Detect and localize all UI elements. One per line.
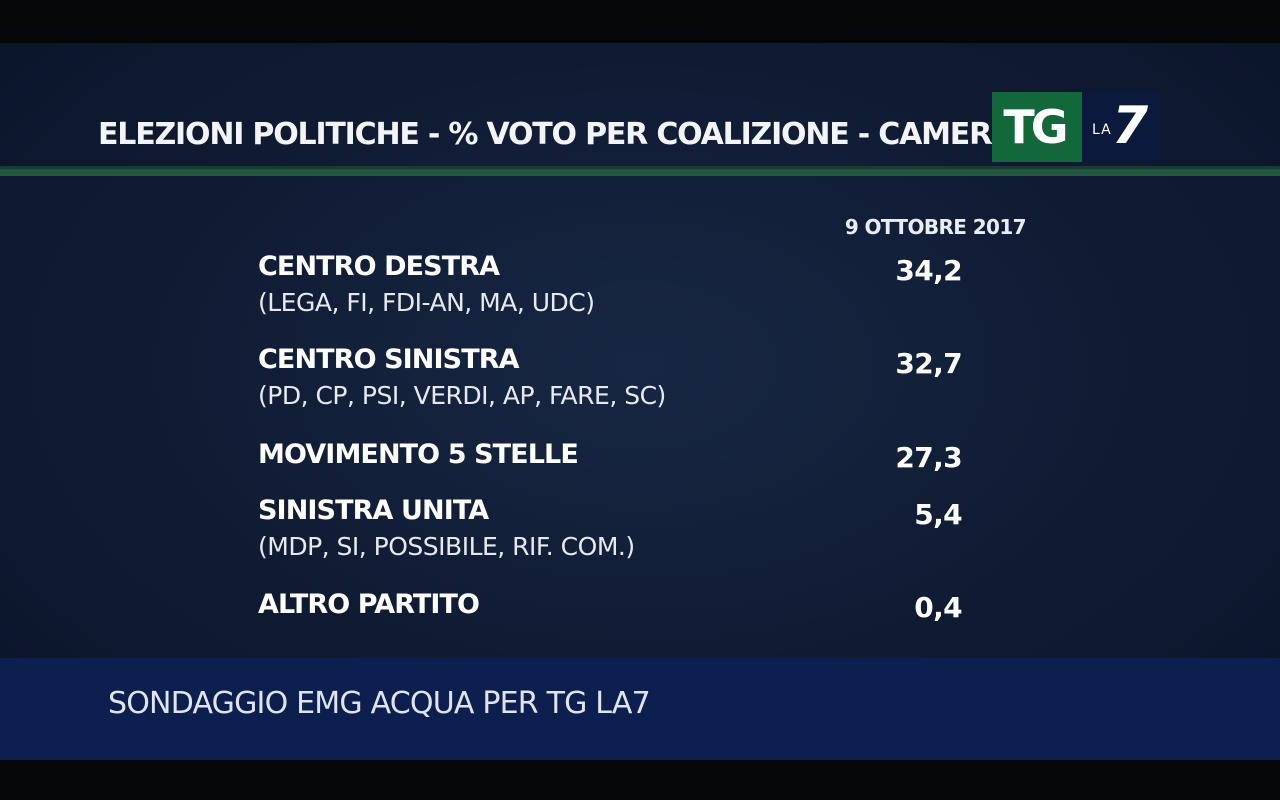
letterbox-bottom [0,760,1280,800]
row-label: CENTRO SINISTRA [258,344,520,375]
row-value: 32,7 [895,347,962,380]
row-parties: (MDP, SI, POSSIBILE, RIF. COM.) [258,532,635,561]
row-parties: (LEGA, FI, FDI-AN, MA, UDC) [258,288,595,317]
broadcast-graphic: ELEZIONI POLITICHE - % VOTO PER COALIZIO… [0,43,1280,760]
column-header-date: 9 OTTOBRE 2017 [844,215,1027,239]
source-note: SONDAGGIO EMG ACQUA PER TG LA7 [108,686,651,721]
row-label: SINISTRA UNITA [258,495,489,526]
row-value: 0,4 [914,591,962,624]
row-parties: (PD, CP, PSI, VERDI, AP, FARE, SC) [258,381,666,410]
letterbox-top [0,0,1280,43]
logo-la7: LA 7 [1082,92,1160,162]
results-table: 9 OTTOBRE 2017 CENTRO DESTRA (LEGA, FI, F… [0,43,1280,663]
row-value: 34,2 [895,254,962,287]
row-label: MOVIMENTO 5 STELLE [258,439,579,470]
logo-tg: TG [992,92,1082,162]
tg-la7-logo: TG LA 7 [992,92,1160,162]
row-value: 5,4 [914,498,962,531]
row-label: ALTRO PARTITO [258,589,480,620]
row-value: 27,3 [895,441,962,474]
title-divider [0,166,1280,176]
chart-title: ELEZIONI POLITICHE - % VOTO PER COALIZIO… [98,117,1014,152]
logo-seven: 7 [1112,96,1149,156]
logo-la-text: LA [1092,122,1112,138]
footer-band [0,658,1280,760]
row-label: CENTRO DESTRA [258,251,500,282]
